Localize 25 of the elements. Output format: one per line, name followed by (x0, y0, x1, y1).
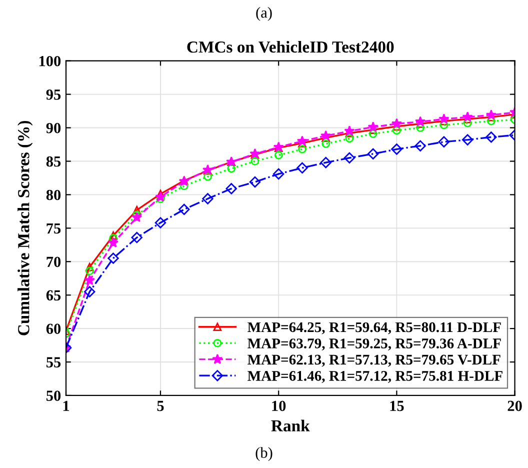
x-tick-label: 15 (390, 400, 404, 412)
x-axis-title: Rank (271, 420, 310, 432)
y-tick-label: 65 (46, 290, 61, 301)
y-tick-label: 60 (46, 324, 61, 334)
x-tick-label: 5 (157, 400, 164, 412)
y-axis-title: Cumulative Match Scores (%) (18, 120, 33, 336)
y-tick-label: 55 (46, 357, 61, 368)
y-tick-label: 90 (46, 122, 61, 134)
y-tick-label: 80 (46, 190, 61, 200)
y-tick-label: 100 (39, 56, 61, 66)
legend-label: MAP=61.46, R1=57.12, R5=75.81 H-DLF (248, 370, 502, 383)
legend-label: MAP=63.79, R1=59.25, R5=79.36 A-DLF (248, 338, 501, 350)
x-tick-label: 1 (63, 400, 70, 411)
legend-label: MAP=62.13, R1=57.13, R5=79.65 V-DLF (248, 354, 500, 367)
text: (b) (256, 447, 272, 461)
y-tick-label: 50 (46, 390, 61, 401)
y-tick-label: 70 (46, 256, 61, 268)
legend-label: MAP=64.25, R1=59.64, R5=80.11 D-DLF (248, 322, 501, 334)
x-tick-label: 10 (272, 400, 286, 412)
y-tick-label: 95 (46, 89, 61, 100)
y-tick-label: 85 (46, 156, 61, 167)
y-tick-label: 75 (46, 223, 61, 234)
x-tick-label: 20 (508, 400, 522, 412)
text: (a) (256, 7, 272, 21)
chart-title: CMCs on VehicleID Test2400 (187, 40, 394, 53)
